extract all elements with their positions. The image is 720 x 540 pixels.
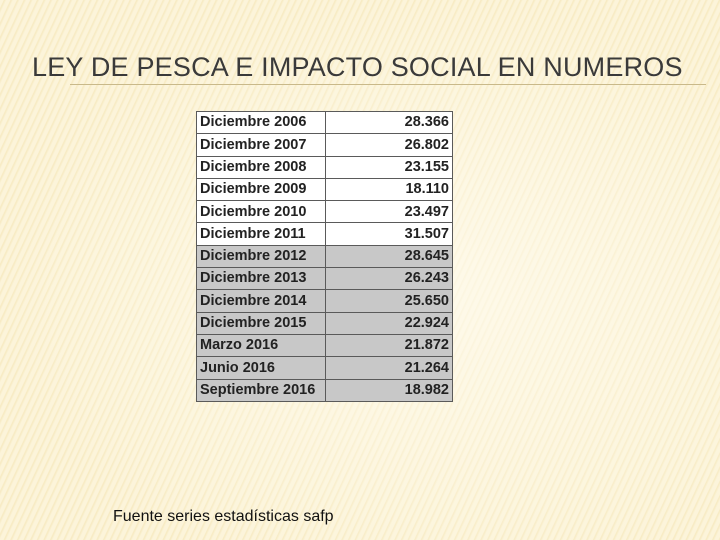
table-row: Marzo 2016 21.872 (196, 333, 453, 358)
value-cell: 31.507 (325, 222, 453, 246)
period-cell: Diciembre 2014 (196, 289, 326, 313)
title-rule (70, 84, 706, 85)
table-row: Diciembre 2015 22.924 (196, 311, 453, 335)
value-cell: 28.645 (325, 244, 453, 269)
value-cell: 18.982 (325, 378, 453, 402)
period-cell: Diciembre 2009 (196, 177, 326, 202)
period-cell: Diciembre 2015 (196, 311, 326, 335)
table-row: Diciembre 2014 25.650 (196, 289, 453, 313)
period-cell: Diciembre 2007 (196, 133, 326, 157)
period-cell: Diciembre 2011 (196, 222, 326, 246)
period-cell: Diciembre 2013 (196, 267, 326, 291)
table-row: Junio 2016 21.264 (196, 356, 453, 380)
table-body: Diciembre 2006 28.366 Diciembre 2007 26.802… (196, 110, 453, 402)
value-cell: 25.650 (325, 289, 453, 313)
value-cell: 23.497 (325, 200, 453, 224)
table-row: Diciembre 2007 26.802 (196, 133, 453, 157)
period-cell: Diciembre 2010 (196, 200, 326, 224)
table-row: Diciembre 2011 31.507 (196, 222, 453, 246)
value-cell: 26.243 (325, 267, 453, 291)
period-cell: Junio 2016 (196, 356, 326, 380)
source-note: Fuente series estadísticas safp (113, 508, 334, 525)
value-cell: 21.872 (325, 333, 453, 358)
value-cell: 26.802 (325, 133, 453, 157)
period-cell: Diciembre 2008 (196, 155, 326, 179)
value-cell: 23.155 (325, 155, 453, 179)
period-cell: Marzo 2016 (196, 333, 326, 358)
table-row: Diciembre 2012 28.645 (196, 244, 453, 269)
table-row: Diciembre 2006 28.366 (196, 110, 453, 135)
slide-title: LEY DE PESCA E IMPACTO SOCIAL EN NUMEROS (32, 52, 683, 82)
value-cell: 18.110 (325, 177, 453, 202)
value-cell: 28.366 (325, 110, 453, 135)
period-cell: Septiembre 2016 (196, 378, 326, 402)
data-table: Diciembre 2006 28.366 Diciembre 2007 26.802… (196, 110, 453, 402)
value-cell: 21.264 (325, 356, 453, 380)
table-row: Diciembre 2013 26.243 (196, 267, 453, 291)
value-cell: 22.924 (325, 311, 453, 335)
period-cell: Diciembre 2012 (196, 244, 326, 269)
table-row: Septiembre 2016 18.982 (196, 378, 453, 402)
table-row: Diciembre 2008 23.155 (196, 155, 453, 179)
table-row: Diciembre 2009 18.110 (196, 177, 453, 202)
table-row: Diciembre 2010 23.497 (196, 200, 453, 224)
period-cell: Diciembre 2006 (196, 110, 326, 135)
